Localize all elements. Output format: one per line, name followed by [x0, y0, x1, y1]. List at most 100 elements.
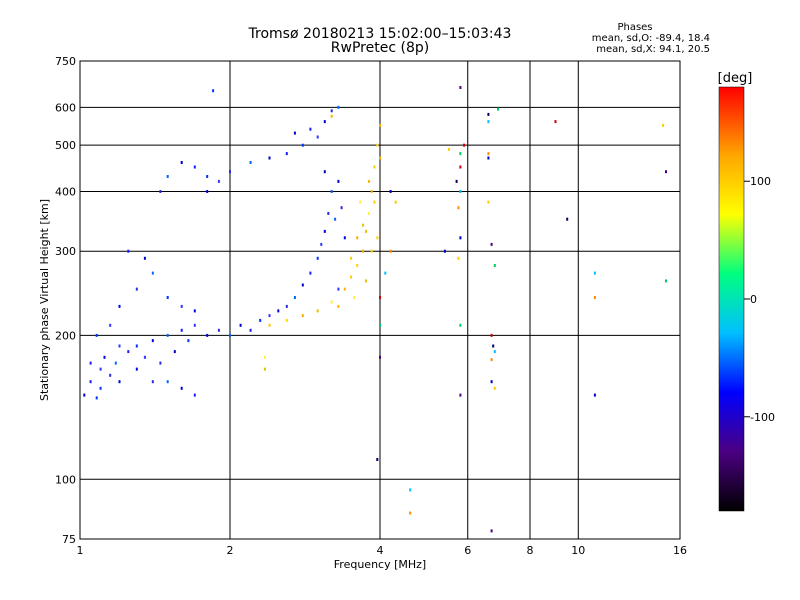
- data-point-o: [309, 127, 312, 131]
- data-point-scattered: [455, 179, 458, 183]
- data-point-o: [118, 304, 121, 308]
- data-point-o: [180, 386, 183, 390]
- data-point-o: [166, 380, 169, 384]
- data-point-scattered: [487, 200, 490, 204]
- data-point-o: [239, 323, 242, 327]
- data-point-scattered: [409, 511, 412, 515]
- data-point-o: [340, 206, 343, 210]
- y-tick-label: 100: [55, 473, 76, 486]
- data-point-x: [263, 355, 266, 359]
- data-point-o: [99, 367, 102, 371]
- x-tick-label: 8: [527, 544, 534, 557]
- data-point-scattered: [490, 358, 493, 362]
- data-point-o: [249, 161, 252, 164]
- axis-ticks: 1 2 4 6 8 10 16 75 100 200 300 400 500 600 750: [55, 55, 687, 557]
- phases-stats-x: mean, sd,X: 94.1, 20.5: [596, 44, 710, 55]
- data-point-o: [143, 355, 146, 359]
- y-tick-label: 500: [55, 139, 76, 152]
- data-point-o: [330, 109, 333, 113]
- data-point-x: [365, 229, 367, 233]
- data-point-o: [143, 256, 146, 260]
- data-point-o: [212, 89, 215, 93]
- data-point-scattered: [487, 112, 490, 116]
- data-point-o: [187, 339, 190, 343]
- y-axis-label: Stationary phase Virtual Height [km]: [38, 199, 51, 401]
- y-tick-label: 600: [55, 101, 76, 114]
- data-point-x: [350, 275, 353, 279]
- data-point-o: [118, 344, 121, 348]
- data-point-scattered: [490, 380, 493, 384]
- data-point-o: [83, 393, 86, 397]
- data-point-o: [166, 296, 169, 299]
- data-point-x: [301, 314, 304, 318]
- data-point-x: [365, 279, 367, 283]
- data-point-x: [370, 249, 373, 253]
- data-point-o: [180, 161, 183, 164]
- data-point-scattered: [443, 249, 446, 253]
- data-point-o: [301, 143, 304, 147]
- colorbar-tick-label: -100: [750, 411, 775, 424]
- x-tick-label: 4: [377, 544, 384, 557]
- data-point-x: [376, 143, 379, 147]
- data-point-o: [180, 328, 183, 332]
- data-point-x: [362, 249, 365, 253]
- data-point-scattered: [389, 190, 392, 193]
- y-tick-label: 75: [62, 533, 76, 546]
- data-point-o: [268, 314, 271, 318]
- data-point-x: [367, 179, 370, 183]
- data-point-o: [135, 287, 138, 291]
- data-point-o: [285, 304, 288, 308]
- data-point-scattered: [593, 271, 596, 275]
- data-point-o: [109, 373, 112, 377]
- data-point-scattered: [376, 458, 379, 461]
- data-point-o: [337, 287, 340, 291]
- data-point-o: [229, 333, 231, 337]
- data-point-o: [323, 120, 326, 124]
- data-point-x: [362, 223, 365, 227]
- data-point-o: [166, 333, 169, 337]
- data-point-o: [293, 131, 296, 135]
- data-point-o: [343, 236, 346, 240]
- data-point-o: [320, 242, 323, 246]
- data-point-scattered: [493, 386, 496, 390]
- data-point-o: [151, 271, 154, 275]
- data-point-x: [356, 264, 359, 267]
- x-tick-label: 1: [77, 544, 84, 557]
- data-point-x: [373, 200, 376, 204]
- data-point-o: [334, 217, 337, 221]
- data-point-scattered: [487, 152, 490, 156]
- data-point-scattered: [554, 120, 557, 124]
- colorbar-tick-label: 0: [750, 293, 757, 306]
- data-point-x: [263, 367, 266, 371]
- data-point-x: [350, 256, 353, 260]
- data-point-x: [268, 323, 271, 327]
- data-point-o: [89, 361, 92, 365]
- data-point-scattered: [459, 236, 462, 240]
- grid-lines: [79, 61, 681, 539]
- x-tick-label: 10: [571, 544, 585, 557]
- data-point-scattered: [490, 242, 493, 246]
- data-point-o: [193, 323, 196, 327]
- data-point-o: [109, 323, 112, 327]
- y-tick-label: 200: [55, 329, 76, 342]
- data-point-x: [373, 165, 376, 169]
- data-point-scattered: [457, 206, 460, 210]
- data-point-scattered: [593, 296, 596, 299]
- data-point-o: [193, 165, 196, 169]
- data-point-scattered: [490, 529, 493, 533]
- data-point-scattered: [384, 271, 387, 275]
- data-point-o: [99, 386, 102, 390]
- data-point-scattered: [487, 120, 490, 124]
- plot-frame: [79, 60, 681, 540]
- data-point-scattered: [492, 344, 495, 348]
- data-point-o: [166, 175, 169, 178]
- data-point-o: [309, 271, 312, 275]
- data-point-o: [95, 333, 98, 337]
- data-point-o: [323, 170, 326, 174]
- phases-title: Phases: [617, 22, 653, 33]
- data-point-o: [259, 318, 262, 322]
- data-point-o: [135, 367, 138, 371]
- data-point-scattered: [379, 355, 381, 359]
- data-point-x: [379, 156, 381, 160]
